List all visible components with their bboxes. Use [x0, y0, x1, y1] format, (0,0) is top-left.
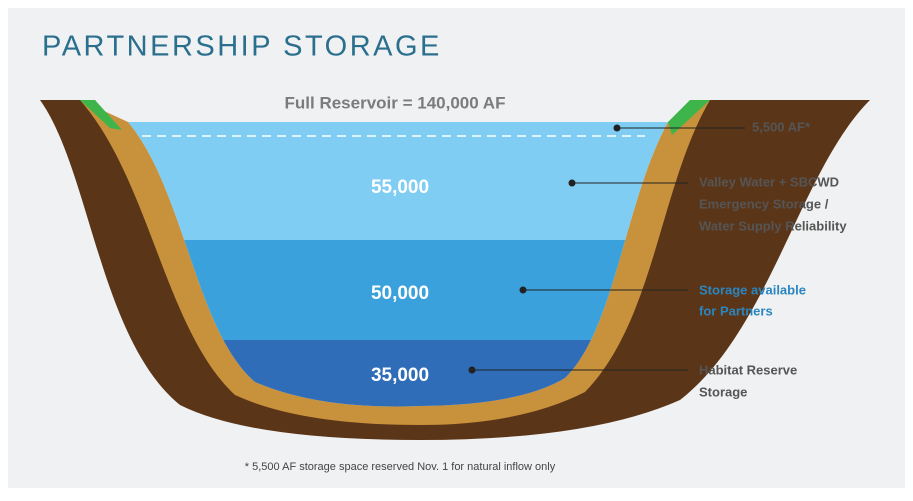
layer-amount: 55,000 [371, 177, 429, 198]
layer-label: Storage available [699, 282, 806, 297]
layer-label: for Partners [699, 303, 773, 318]
layer-label: Valley Water + SBCWD [699, 174, 839, 189]
layer-label: Water Supply Reliability [699, 218, 847, 233]
footnote: * 5,500 AF storage space reserved Nov. 1… [245, 461, 556, 473]
layer-label: Emergency Storage / [699, 196, 829, 211]
full-reservoir: Full Reservoir = 140,000 AF [285, 93, 506, 112]
layer-label: Habitat Reserve [699, 362, 797, 377]
title: PARTNERSHIP STORAGE [42, 31, 442, 63]
layer-amount: 35,000 [371, 365, 429, 386]
layer-label: Storage [699, 384, 747, 399]
infographic: PARTNERSHIP STORAGE Full Reservoir = 140… [0, 0, 913, 496]
reserved-label: 5,500 AF* [752, 119, 811, 134]
layer-amount: 50,000 [371, 283, 429, 304]
